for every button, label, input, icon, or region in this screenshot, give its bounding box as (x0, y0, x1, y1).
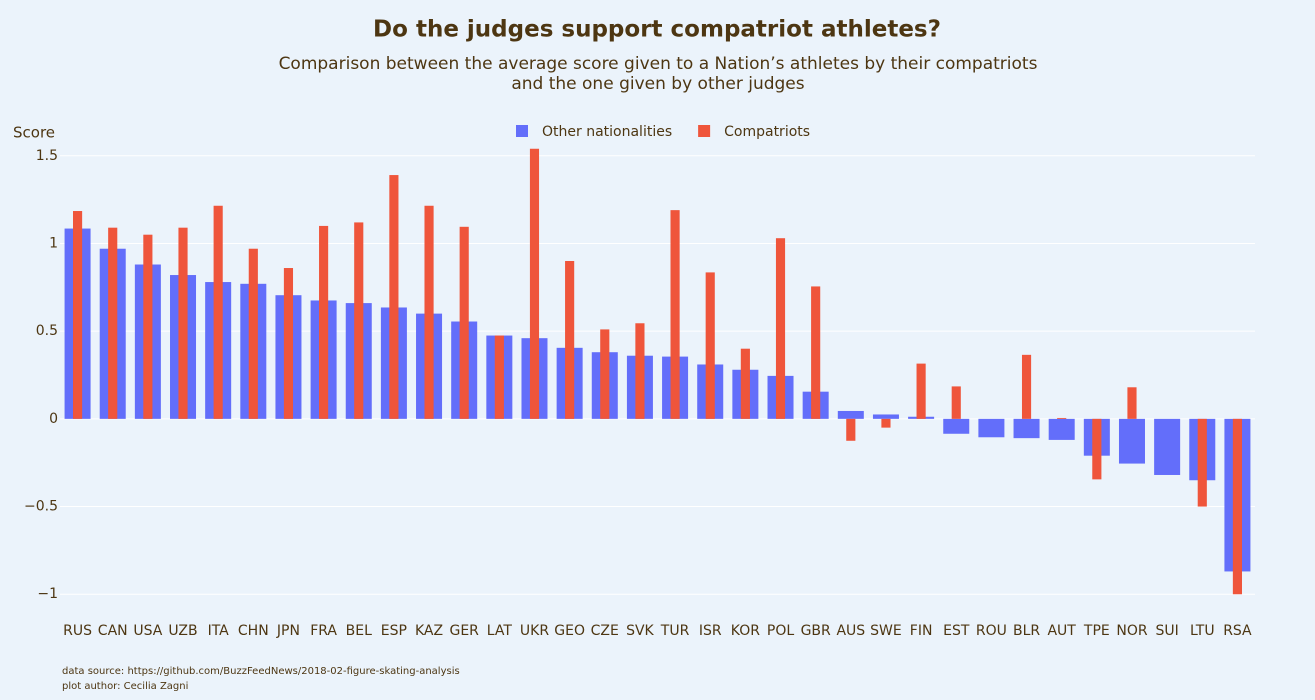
bar (248, 248, 258, 419)
bar (1021, 354, 1032, 419)
x-tick-label: AUT (1047, 623, 1076, 639)
bar (872, 414, 899, 419)
x-tick-label: GBR (801, 623, 831, 639)
bar (529, 148, 540, 419)
x-tick-label: NOR (1116, 623, 1147, 639)
bar (1154, 418, 1181, 475)
x-tick-label: SVK (626, 623, 654, 639)
x-tick-label: TPE (1083, 623, 1110, 639)
bar (1092, 418, 1102, 480)
x-tick-label: KAZ (415, 623, 443, 639)
x-tick-label: KOR (731, 623, 760, 639)
x-tick-label: GEO (554, 623, 585, 639)
y-tick-label: 0.5 (36, 323, 58, 339)
bar (319, 225, 329, 419)
x-tick-label: USA (133, 623, 162, 639)
bar (775, 238, 786, 419)
bar (143, 234, 153, 419)
bar (881, 418, 891, 428)
bar (213, 205, 223, 419)
bar (1048, 418, 1075, 440)
bar (1197, 418, 1207, 507)
bar (635, 323, 645, 419)
bar (283, 268, 294, 419)
x-tick-label: CHN (238, 623, 269, 639)
bar (389, 175, 399, 419)
chart-title: Do the judges support compatriot athlete… (373, 17, 941, 43)
bar (178, 227, 188, 419)
x-tick-label: POL (767, 623, 794, 639)
x-tick-label: CAN (98, 623, 128, 639)
bar (73, 211, 83, 419)
legend-swatch (516, 125, 528, 137)
chart-subtitle: and the one given by other judges (511, 74, 804, 94)
bar (424, 205, 434, 419)
bar (811, 286, 821, 419)
y-tick-label: 1.5 (36, 148, 58, 164)
chart-subtitle: Comparison between the average score giv… (279, 54, 1038, 74)
footnote: data source: https://github.com/BuzzFeed… (62, 666, 460, 677)
x-tick-label: ITA (208, 623, 230, 639)
y-tick-label: −1 (37, 586, 58, 602)
bar (705, 272, 715, 419)
bar (846, 418, 856, 441)
y-axis-title: Score (13, 124, 55, 142)
x-tick-label: ROU (976, 623, 1007, 639)
x-tick-label: CZE (591, 623, 619, 639)
footnote: plot author: Cecilia Zagni (62, 681, 188, 692)
bar (740, 348, 750, 419)
x-tick-label: RSA (1223, 623, 1252, 639)
x-tick-label: RUS (63, 623, 92, 639)
x-tick-label: GER (449, 623, 479, 639)
bar (837, 410, 864, 419)
bar (951, 386, 961, 419)
x-tick-label: FRA (310, 623, 337, 639)
bar (1127, 387, 1137, 419)
x-tick-label: LTU (1190, 623, 1215, 639)
x-tick-label: FIN (910, 623, 933, 639)
bar (1118, 418, 1145, 464)
y-tick-label: 0 (49, 411, 58, 427)
bar (943, 418, 970, 434)
x-tick-label: ISR (699, 623, 722, 639)
y-tick-label: 1 (49, 235, 58, 251)
bar (354, 222, 364, 419)
bar (670, 210, 680, 419)
bar (1013, 418, 1040, 439)
bar (1232, 418, 1242, 595)
x-tick-label: LAT (487, 623, 513, 639)
bar (1057, 417, 1067, 419)
x-tick-label: JPN (276, 623, 300, 639)
bar (600, 329, 610, 419)
bar (978, 418, 1005, 438)
x-tick-label: ESP (381, 623, 407, 639)
x-tick-label: SUI (1155, 623, 1178, 639)
bar (459, 226, 469, 419)
x-tick-label: BEL (346, 623, 372, 639)
x-tick-label: TUR (660, 623, 690, 639)
x-tick-label: AUS (836, 623, 865, 639)
x-tick-label: BLR (1013, 623, 1040, 639)
bar (494, 335, 504, 419)
y-tick-label: −0.5 (24, 499, 58, 515)
legend-label: Compatriots (724, 124, 810, 140)
legend-swatch (698, 125, 711, 137)
bar (108, 227, 118, 419)
x-tick-label: UKR (520, 623, 549, 639)
x-tick-label: EST (943, 623, 970, 639)
x-tick-label: UZB (168, 623, 197, 639)
bar (916, 363, 926, 419)
bar (565, 261, 575, 419)
legend-label: Other nationalities (542, 124, 672, 140)
x-tick-label: SWE (870, 623, 902, 639)
